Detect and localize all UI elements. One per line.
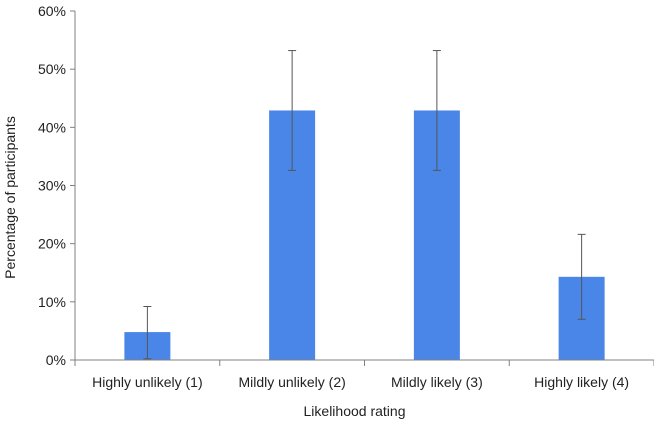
x-category-label: Highly likely (4) bbox=[534, 374, 629, 390]
y-tick-label: 0% bbox=[46, 352, 66, 368]
y-tick-label: 10% bbox=[38, 294, 66, 310]
y-tick-label: 20% bbox=[38, 236, 66, 252]
x-category-label: Mildly unlikely (2) bbox=[238, 374, 345, 390]
error-bars bbox=[143, 50, 586, 360]
x-category-label: Mildly likely (3) bbox=[391, 374, 483, 390]
y-tick-label: 30% bbox=[38, 178, 66, 194]
y-axis-ticks: 0% 10% 20% 30% 40% 50% 60% bbox=[38, 3, 75, 368]
x-category-label: Highly unlikely (1) bbox=[92, 374, 202, 390]
y-tick-label: 60% bbox=[38, 3, 66, 19]
x-axis-category-labels: Highly unlikely (1) Mildly unlikely (2) Mi… bbox=[74, 360, 654, 390]
x-axis-title: Likelihood rating bbox=[304, 403, 406, 419]
y-tick-label: 40% bbox=[38, 119, 66, 135]
y-axis-title: Percentage of participants bbox=[2, 116, 18, 279]
bars bbox=[124, 110, 605, 360]
y-tick-label: 50% bbox=[38, 61, 66, 77]
